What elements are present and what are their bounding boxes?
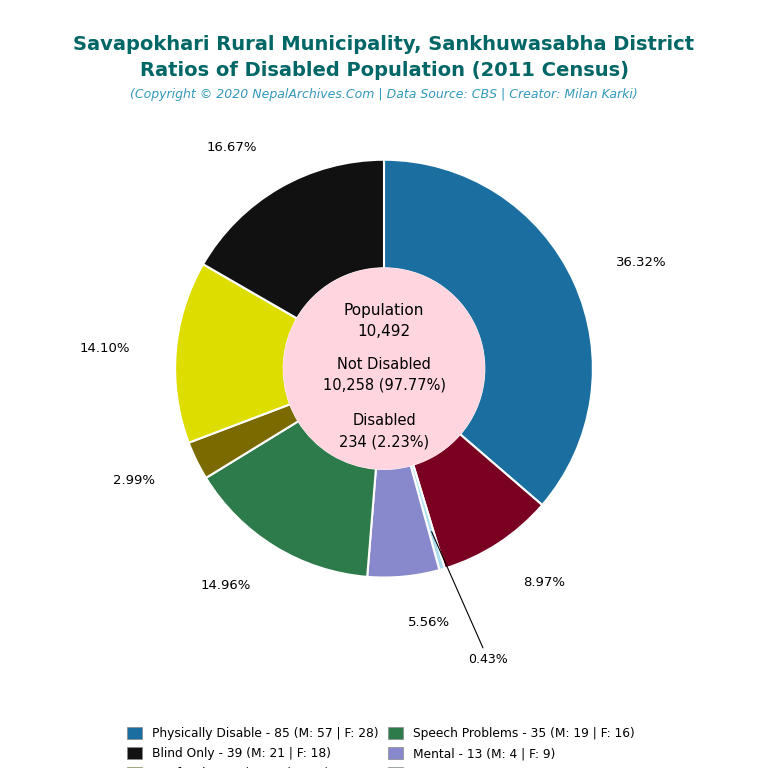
Wedge shape <box>203 160 384 319</box>
Text: Not Disabled
10,258 (97.77%): Not Disabled 10,258 (97.77%) <box>323 357 445 393</box>
Text: Savapokhari Rural Municipality, Sankhuwasabha District: Savapokhari Rural Municipality, Sankhuwa… <box>74 35 694 54</box>
Text: Population
10,492: Population 10,492 <box>344 303 424 339</box>
Text: 14.10%: 14.10% <box>79 342 130 355</box>
Wedge shape <box>189 404 299 478</box>
Circle shape <box>283 268 485 469</box>
Text: 2.99%: 2.99% <box>113 475 155 488</box>
Legend: Physically Disable - 85 (M: 57 | F: 28), Blind Only - 39 (M: 21 | F: 18), Deaf O: Physically Disable - 85 (M: 57 | F: 28),… <box>121 720 647 768</box>
Text: Disabled
234 (2.23%): Disabled 234 (2.23%) <box>339 413 429 449</box>
Wedge shape <box>411 465 445 570</box>
Text: 8.97%: 8.97% <box>523 576 565 589</box>
Text: 14.96%: 14.96% <box>200 579 250 592</box>
Wedge shape <box>367 465 439 578</box>
Text: 0.43%: 0.43% <box>432 531 508 666</box>
Wedge shape <box>206 421 376 577</box>
Wedge shape <box>413 434 542 568</box>
Wedge shape <box>175 264 297 442</box>
Text: 16.67%: 16.67% <box>206 141 257 154</box>
Text: 5.56%: 5.56% <box>408 616 450 629</box>
Wedge shape <box>384 160 593 505</box>
Text: Ratios of Disabled Population (2011 Census): Ratios of Disabled Population (2011 Cens… <box>140 61 628 81</box>
Text: 36.32%: 36.32% <box>616 256 667 269</box>
Text: (Copyright © 2020 NepalArchives.Com | Data Source: CBS | Creator: Milan Karki): (Copyright © 2020 NepalArchives.Com | Da… <box>130 88 638 101</box>
